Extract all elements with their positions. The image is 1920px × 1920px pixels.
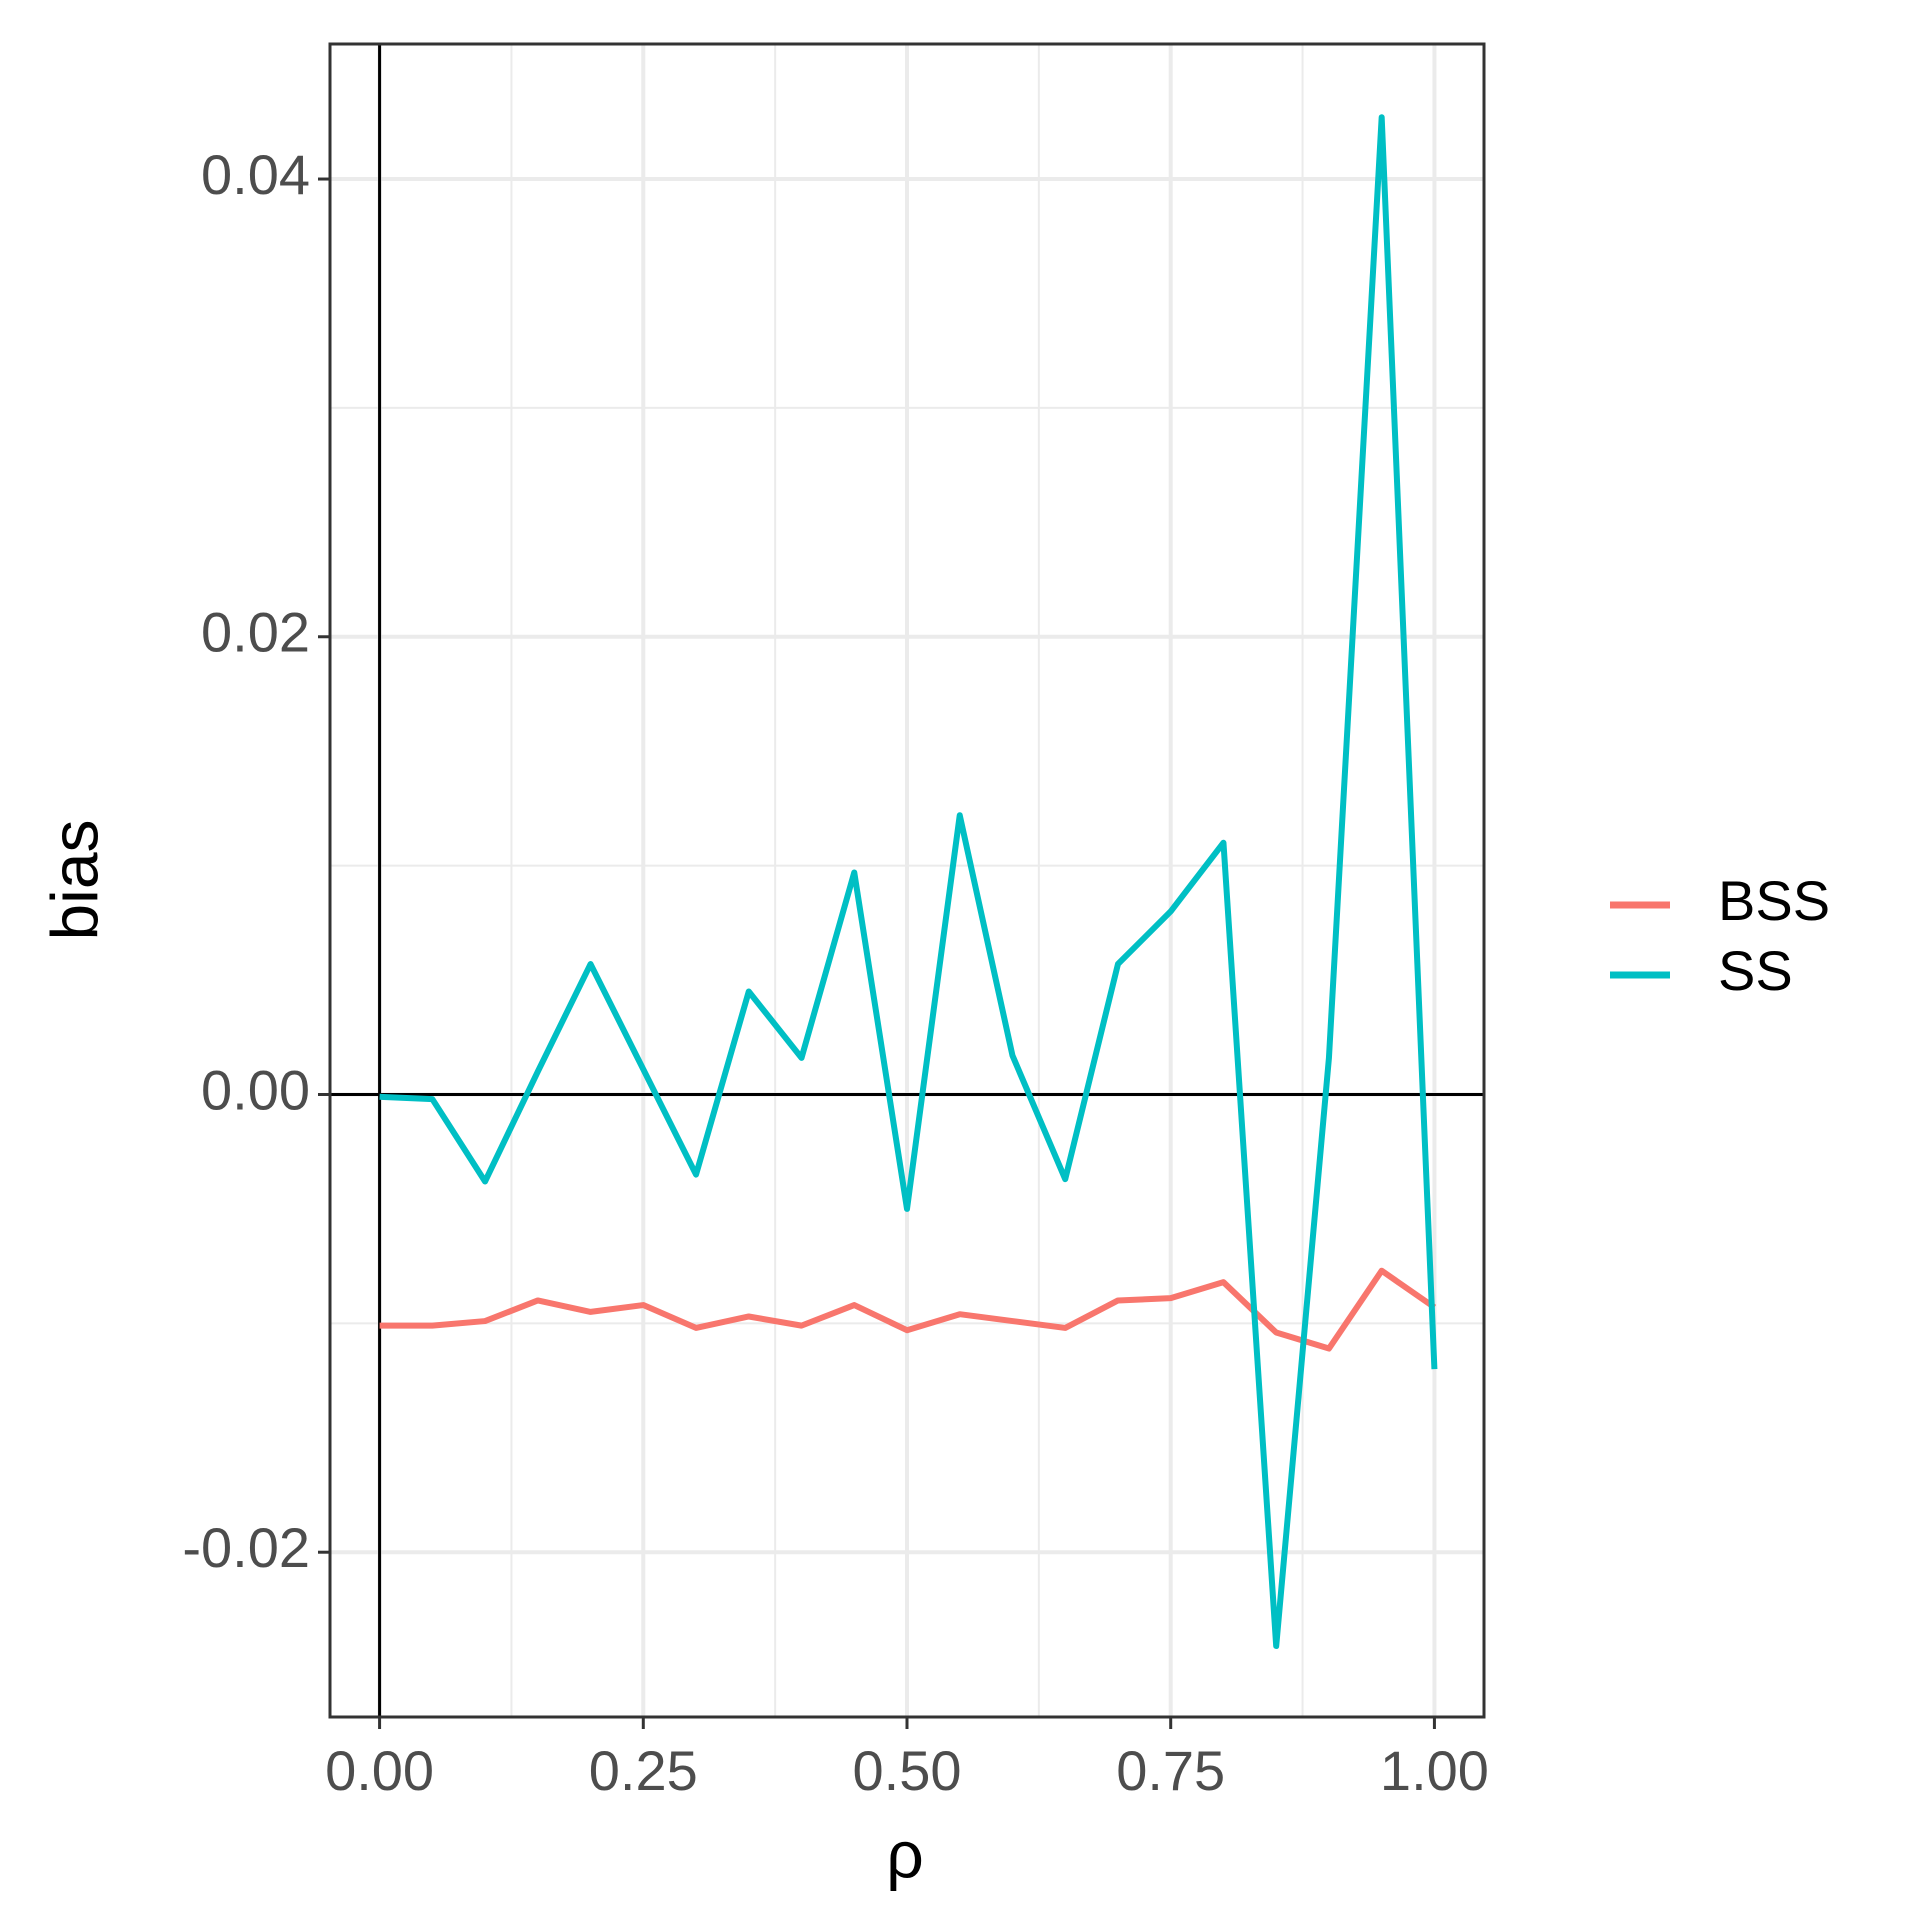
line: [379, 1267, 1437, 1352]
plot-border: [328, 42, 1486, 1719]
y-tick-label: 0.02: [201, 601, 310, 664]
legend-label: SS: [1718, 939, 1793, 1002]
x-tick-label: 0.25: [589, 1739, 698, 1802]
y-tick-label: 0.00: [201, 1058, 310, 1121]
x-tick-label: 1.00: [1380, 1739, 1489, 1802]
y-axis-title: bias: [37, 819, 111, 940]
y-tick-label: 0.04: [201, 143, 310, 206]
legend-label: BSS: [1718, 869, 1830, 932]
x-tick-label: 0.50: [853, 1739, 962, 1802]
line: [379, 114, 1438, 1650]
x-tick-label: 0.00: [325, 1739, 434, 1802]
y-tick-label: -0.02: [182, 1516, 310, 1579]
x-axis-title: ρ: [886, 1817, 924, 1891]
x-tick-label: 0.75: [1116, 1739, 1225, 1802]
